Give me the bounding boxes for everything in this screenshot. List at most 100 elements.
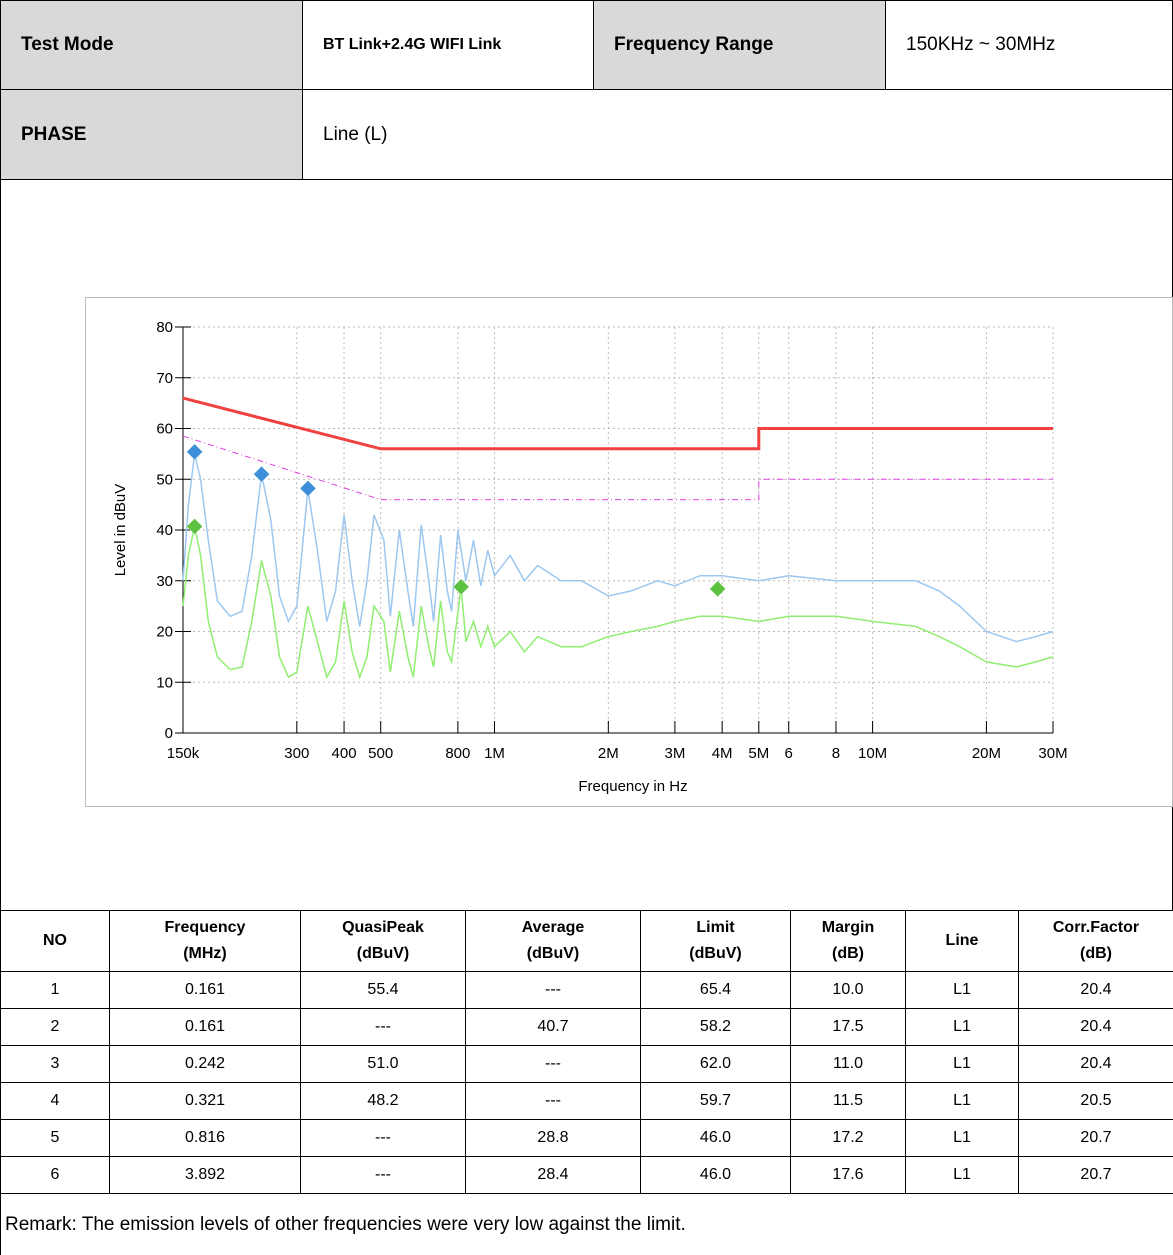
table-cell: 0.161 <box>109 971 301 1009</box>
table-cell: 3 <box>0 1045 110 1083</box>
table-cell: 11.5 <box>790 1082 906 1120</box>
trace <box>182 435 1053 501</box>
x-axis-label: Frequency in Hz <box>578 778 687 795</box>
table-cell: 51.0 <box>300 1045 466 1083</box>
x-tick-label: 3M <box>664 745 685 762</box>
column-header: QuasiPeak (dBuV) <box>300 910 466 972</box>
table-row: 5 0.816 --- 28.8 46.0 17.2 L1 20.7 <box>0 1119 1173 1157</box>
table-cell: 4 <box>0 1082 110 1120</box>
table-cell: 58.2 <box>640 1008 791 1046</box>
table-cell: L1 <box>905 1119 1019 1157</box>
table-cell: 65.4 <box>640 971 791 1009</box>
table-cell: 20.5 <box>1018 1082 1173 1120</box>
x-tick-label: 800 <box>445 745 470 762</box>
table-cell: --- <box>300 1119 466 1157</box>
table-cell: 48.2 <box>300 1082 466 1120</box>
table-cell: L1 <box>905 1082 1019 1120</box>
marker <box>186 443 203 461</box>
table-cell: L1 <box>905 1008 1019 1046</box>
table-cell: 3.892 <box>109 1156 301 1194</box>
table-cell: --- <box>465 1045 641 1083</box>
table-cell: 0.242 <box>109 1045 301 1083</box>
column-header: Frequency (MHz) <box>109 910 301 972</box>
frequency-range-label: Frequency Range <box>593 0 886 90</box>
table-row: Remark: The emission levels of other fre… <box>0 1193 1173 1255</box>
remark: Remark: The emission levels of other fre… <box>0 1193 1173 1255</box>
table-row: 4 0.321 48.2 --- 59.7 11.5 L1 20.5 <box>0 1082 1173 1120</box>
test-mode-label: Test Mode <box>0 0 303 90</box>
chart: Frequency in Hz Level in dBuV 0 10 20 30 40 5… <box>85 297 1173 807</box>
x-tick-label: 4M <box>712 745 733 762</box>
table-cell: --- <box>300 1156 466 1194</box>
y-tick-label: 50 <box>156 471 173 488</box>
y-tick-label: 40 <box>156 522 173 539</box>
trace <box>182 453 1054 643</box>
table-cell: 28.8 <box>465 1119 641 1157</box>
y-tick-label: 70 <box>156 370 173 387</box>
table-row: NO Frequency (MHz) QuasiPeak (dBuV) Average… <box>0 910 1173 972</box>
table-cell: 40.7 <box>465 1008 641 1046</box>
table-row: 6 3.892 --- 28.4 46.0 17.6 L1 20.7 <box>0 1156 1173 1194</box>
table-cell: 20.7 <box>1018 1119 1173 1157</box>
table-row: 2 0.161 --- 40.7 58.2 17.5 L1 20.4 <box>0 1008 1173 1046</box>
table-cell: 11.0 <box>790 1045 906 1083</box>
marker <box>709 580 727 598</box>
x-tick-label: 6 <box>785 745 793 762</box>
x-tick-label: 20M <box>972 745 1001 762</box>
table-cell: 20.7 <box>1018 1156 1173 1194</box>
column-header: Line <box>905 910 1019 972</box>
column-header: Average (dBuV) <box>465 910 641 972</box>
table-cell: L1 <box>905 1045 1019 1083</box>
x-tick-label: 30M <box>1038 745 1067 762</box>
table-cell: 10.0 <box>790 971 906 1009</box>
marker <box>299 480 317 497</box>
phase: Line (L) <box>302 89 1173 180</box>
y-axis-label: Level in dBuV <box>112 484 129 577</box>
y-tick-label: 20 <box>156 624 173 641</box>
y-tick-label: 30 <box>156 573 173 590</box>
result-table: NO Frequency (MHz) QuasiPeak (dBuV) Average… <box>0 910 1173 1255</box>
table-cell: 0.321 <box>109 1082 301 1120</box>
table-cell: --- <box>300 1008 466 1046</box>
table-cell: 62.0 <box>640 1045 791 1083</box>
column-header: Corr.Factor (dB) <box>1018 910 1173 972</box>
table-cell: --- <box>465 971 641 1009</box>
table-cell: 46.0 <box>640 1156 791 1194</box>
table-cell: 0.161 <box>109 1008 301 1046</box>
x-tick-label: 8 <box>832 745 840 762</box>
table-cell: 55.4 <box>300 971 466 1009</box>
table-cell: 1 <box>0 971 110 1009</box>
table-row: 1 0.161 55.4 --- 65.4 10.0 L1 20.4 <box>0 971 1173 1009</box>
table-cell: 20.4 <box>1018 971 1173 1009</box>
table-cell: 59.7 <box>640 1082 791 1120</box>
x-tick-label: 5M <box>748 745 769 762</box>
trace <box>182 396 1053 451</box>
trace <box>182 526 1054 680</box>
column-header: Margin (dB) <box>790 910 906 972</box>
table-cell: 0.816 <box>109 1119 301 1157</box>
table-cell: 20.4 <box>1018 1008 1173 1046</box>
table-cell: 6 <box>0 1156 110 1194</box>
column-header: NO <box>0 910 110 972</box>
x-tick-label: 10M <box>858 745 887 762</box>
marker <box>186 518 203 535</box>
x-tick-label: 150k <box>167 745 200 762</box>
table-cell: --- <box>465 1082 641 1120</box>
marker <box>452 578 470 596</box>
table-cell: 17.2 <box>790 1119 906 1157</box>
x-tick-label: 300 <box>284 745 309 762</box>
x-tick-label: 500 <box>368 745 393 762</box>
phase-label: PHASE <box>0 89 303 180</box>
chart-frame <box>85 297 1173 807</box>
table-cell: L1 <box>905 1156 1019 1194</box>
table-row: 3 0.242 51.0 --- 62.0 11.0 L1 20.4 <box>0 1045 1173 1083</box>
table-cell: 46.0 <box>640 1119 791 1157</box>
frequency-range: 150KHz ~ 30MHz <box>885 0 1173 90</box>
table-cell: 17.5 <box>790 1008 906 1046</box>
x-tick-label: 2M <box>598 745 619 762</box>
table-cell: L1 <box>905 971 1019 1009</box>
y-tick-label: 10 <box>156 674 173 691</box>
x-tick-label: 1M <box>484 745 505 762</box>
y-tick-label: 0 <box>165 725 173 742</box>
